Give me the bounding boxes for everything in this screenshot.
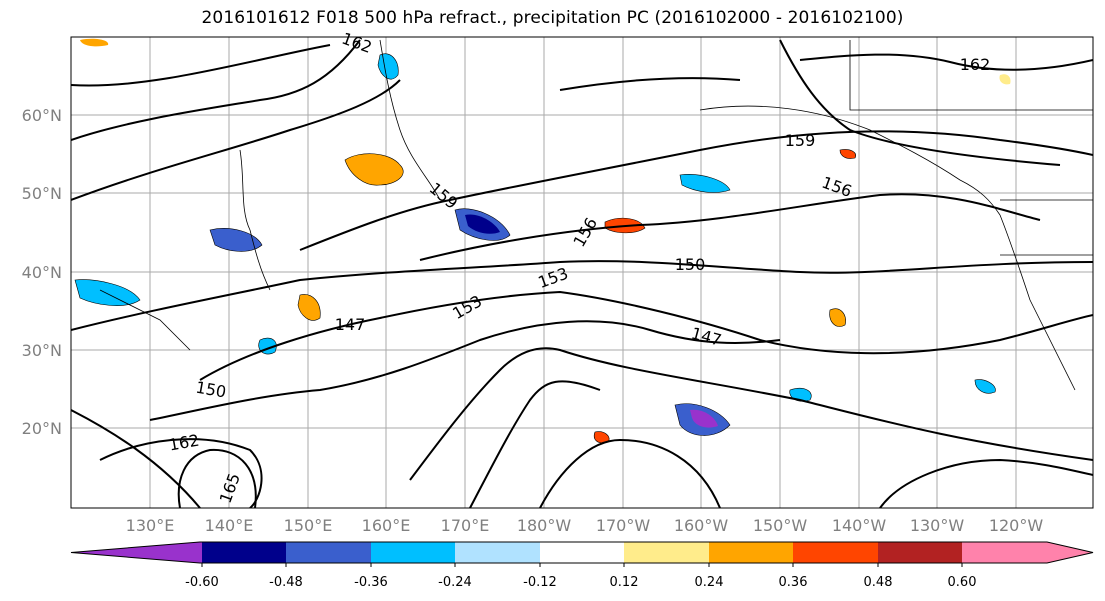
- colorbar-segment: [878, 542, 962, 563]
- colorbar-outline: [70, 541, 1094, 564]
- colorbar-segment: [455, 542, 540, 563]
- latitude-label: 60°N: [22, 106, 62, 125]
- colorbar-segment: [793, 542, 878, 563]
- colorbar-tick-label: 0.48: [864, 575, 893, 590]
- colorbar: -0.60 -0.48 -0.36 -0.24 -0.12 0.12 0.24 0.36 0.4…: [70, 541, 1094, 590]
- latitude-label: 20°N: [22, 419, 62, 438]
- longitude-label: 160°E: [362, 516, 411, 535]
- longitude-label: 170°W: [596, 516, 651, 535]
- longitude-label: 150°W: [753, 516, 808, 535]
- colorbar-tick-label: -0.12: [523, 575, 557, 590]
- colorbar-segment: [624, 542, 709, 563]
- latitude-label: 50°N: [22, 184, 62, 203]
- colorbar-segment: [540, 542, 624, 563]
- colorbar-tick-label: 0.24: [695, 575, 724, 590]
- colorbar-tick-label: 0.36: [779, 575, 808, 590]
- colorbar-tick-label: -0.36: [354, 575, 388, 590]
- contour-label: 159: [785, 131, 816, 150]
- contour-label: 147: [335, 315, 366, 334]
- longitude-label: 130°W: [910, 516, 965, 535]
- colorbar-segment: [202, 542, 286, 563]
- longitude-label: 150°E: [284, 516, 333, 535]
- longitude-label: 160°W: [674, 516, 729, 535]
- colorbar-extend-low: [71, 542, 202, 563]
- longitude-label: 120°W: [989, 516, 1044, 535]
- colorbar-tick-label: -0.48: [269, 575, 303, 590]
- contour-label: 162: [960, 55, 991, 74]
- colorbar-segment: [371, 542, 455, 563]
- longitude-label: 170°E: [441, 516, 490, 535]
- map-border: [70, 36, 1094, 509]
- colorbar-tick-label: 0.12: [610, 575, 639, 590]
- colorbar-segment: [286, 542, 371, 563]
- refractivity-contours: [71, 39, 1093, 508]
- longitude-label: 180°W: [517, 516, 572, 535]
- latitude-labels: 60°N 50°N 40°N 30°N 20°N: [22, 106, 62, 438]
- colorbar-tick-label: 0.60: [948, 575, 977, 590]
- contour-label: 150: [675, 255, 706, 274]
- colorbar-extend-high: [962, 542, 1093, 563]
- map-title: 2016101612 F018 500 hPa refract., precip…: [201, 8, 904, 28]
- coastlines: [99, 39, 1093, 391]
- longitude-label: 140°W: [832, 516, 887, 535]
- longitude-label: 140°E: [205, 516, 254, 535]
- colorbar-tick-label: -0.60: [185, 575, 219, 590]
- longitude-label: 130°E: [126, 516, 175, 535]
- latitude-label: 40°N: [22, 263, 62, 282]
- longitude-labels: 130°E 140°E 150°E 160°E 170°E 180°W 170°W 160°W…: [126, 516, 1044, 535]
- colorbar-segment: [709, 542, 793, 563]
- latitude-label: 30°N: [22, 341, 62, 360]
- colorbar-tick-label: -0.24: [438, 575, 472, 590]
